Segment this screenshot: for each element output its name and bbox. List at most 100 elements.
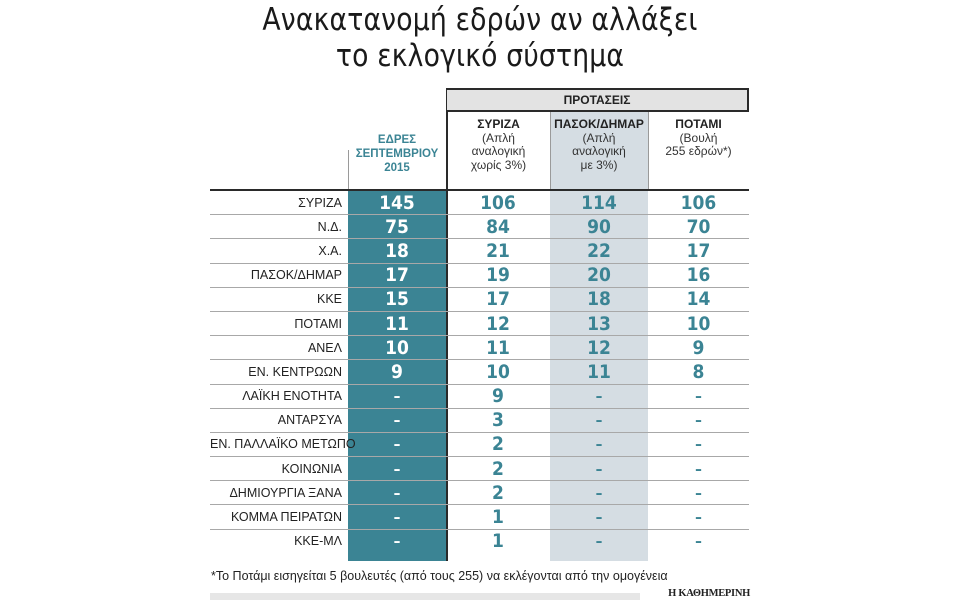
- seats-sept-2015: 15: [385, 288, 409, 311]
- party-name: ΠΑΣΟΚ/ΔΗΜΑΡ: [250, 268, 342, 283]
- seats-sept-2015: 11: [385, 312, 409, 335]
- seats-sept-2015: –: [393, 435, 401, 454]
- column-subtitle: (Απλή: [582, 130, 616, 145]
- party-name: Ν.Δ.: [317, 219, 342, 234]
- party-name: ΛΑΪΚΗ ΕΝΟΤΗΤΑ: [242, 389, 342, 404]
- seats-sept-2015: –: [393, 532, 401, 551]
- party-name: ΕΝ. ΚΕΝΤΡΩΩΝ: [248, 364, 342, 379]
- party-name: ΠΟΤΑΜΙ: [294, 316, 342, 331]
- seats-table: ΣΥΡΙΖΑ 145 106 114 106 Ν.Δ. 75 84 90 70 …: [210, 191, 749, 553]
- seats-pasok-proposal: 22: [587, 239, 611, 262]
- seats-potami-proposal: 16: [686, 264, 711, 287]
- seats-sept-2015: –: [393, 387, 401, 406]
- seats-sept-2015: 9: [391, 360, 403, 383]
- seats-potami-proposal: 70: [686, 215, 711, 238]
- seats-pasok-proposal: –: [595, 387, 603, 406]
- seats-syriza-proposal: 2: [492, 481, 504, 504]
- seats-pasok-proposal: 12: [587, 336, 611, 359]
- seats-pasok-proposal: –: [595, 459, 603, 478]
- seats-potami-proposal: –: [695, 508, 702, 527]
- column-subtitle: (Βουλή: [679, 130, 718, 145]
- column-header-potami: ΠΟΤΑΜΙ (Βουλή 255 εδρών*): [648, 117, 749, 159]
- seats-sept-2015: 75: [385, 215, 409, 238]
- column-divider: [446, 88, 448, 561]
- table-row: ΛΑΪΚΗ ΕΝΟΤΗΤΑ – 9 – –: [210, 385, 749, 409]
- column-name: ΠΑΣΟΚ/ΔΗΜΑΡ: [554, 117, 644, 131]
- seats-potami-proposal: –: [695, 435, 702, 454]
- party-name: Χ.Α.: [318, 243, 342, 258]
- header-divider: [550, 110, 551, 189]
- seats-syriza-proposal: 84: [486, 215, 510, 238]
- seats-pasok-proposal: 90: [587, 215, 611, 238]
- table-row: Χ.Α. 18 21 22 17: [210, 239, 749, 264]
- seats-syriza-proposal: 3: [492, 409, 504, 432]
- seats-syriza-proposal: 9: [492, 385, 504, 408]
- party-name: ΚΟΜΜΑ ΠΕΙΡΑΤΩΝ: [230, 510, 342, 525]
- table-row: ΕΝ. ΠΑΛΛΑΪΚΟ ΜΕΤΩΠΟ – 2 – –: [210, 433, 749, 458]
- seats-header-line: ΣΕΠΤΕΜΒΡΙΟΥ: [355, 148, 439, 160]
- table-row: ΚΟΜΜΑ ΠΕΙΡΑΤΩΝ – 1 – –: [210, 505, 749, 530]
- seats-potami-proposal: 14: [686, 288, 711, 311]
- table-row: ΚΚΕ-ΜΛ – 1 – –: [210, 530, 749, 553]
- table-row: ΚΚΕ 15 17 18 14: [210, 288, 749, 312]
- seats-potami-proposal: –: [695, 411, 702, 430]
- seats-pasok-proposal: –: [595, 411, 603, 430]
- publisher-logo: Η ΚΑΘΗΜΕΡΙΝΗ: [668, 588, 750, 599]
- party-name: ΑΝΤΑΡΣΥΑ: [277, 413, 342, 428]
- column-subtitle: αναλογική: [572, 144, 626, 158]
- header-divider: [348, 150, 349, 189]
- seats-header-line: 2015: [384, 162, 410, 174]
- column-subtitle: 255 εδρών*): [665, 144, 732, 158]
- seats-potami-proposal: –: [695, 459, 702, 478]
- seats-pasok-proposal: –: [595, 532, 603, 551]
- seats-potami-proposal: 106: [680, 191, 717, 214]
- seats-pasok-proposal: –: [595, 435, 603, 454]
- party-name: ΚΚΕ: [316, 292, 342, 307]
- column-subtitle: αναλογική: [471, 144, 526, 158]
- column-subtitle: χωρίς 3%): [470, 157, 527, 172]
- column-name: ΣΥΡΙΖΑ: [477, 117, 520, 131]
- seats-syriza-proposal: 1: [492, 530, 504, 553]
- seats-syriza-proposal: 2: [492, 433, 504, 456]
- seats-header-line: ΕΔΡΕΣ: [377, 134, 417, 146]
- seats-syriza-proposal: 19: [486, 264, 510, 287]
- column-header-pasok-dimar: ΠΑΣΟΚ/ΔΗΜΑΡ (Απλή αναλογική με 3%): [550, 117, 648, 172]
- table-row: ΠΑΣΟΚ/ΔΗΜΑΡ 17 19 20 16: [210, 264, 749, 288]
- seats-syriza-proposal: 12: [486, 312, 510, 335]
- header-divider: [648, 110, 649, 189]
- proposals-header: ΠΡΟΤΑΣΕΙΣ: [447, 88, 749, 112]
- party-name: ΣΥΡΙΖΑ: [298, 195, 342, 210]
- party-name: ΑΝΕΛ: [307, 340, 342, 355]
- seats-pasok-proposal: –: [595, 508, 603, 527]
- table-row: ΕΝ. ΚΕΝΤΡΩΩΝ 9 10 11 8: [210, 360, 749, 385]
- table-row: Ν.Δ. 75 84 90 70: [210, 215, 749, 240]
- table-row: ΑΝΤΑΡΣΥΑ – 3 – –: [210, 409, 749, 433]
- column-subtitle: (Απλή: [482, 130, 515, 145]
- seats-potami-proposal: –: [695, 532, 702, 551]
- table-row: ΑΝΕΛ 10 11 12 9: [210, 336, 749, 361]
- september-2015-column-bg: [348, 189, 446, 561]
- title-line-1: Ανακατανομή εδρών αν αλλάξει: [262, 2, 698, 38]
- seats-pasok-proposal: –: [595, 483, 603, 502]
- seats-pasok-proposal: 13: [587, 312, 611, 335]
- column-name: ΠΟΤΑΜΙ: [675, 117, 722, 131]
- table-row: ΔΗΜΙΟΥΡΓΙΑ ΞΑΝΑ – 2 – –: [210, 481, 749, 506]
- table-top-rule: [210, 189, 749, 191]
- seats-pasok-proposal: 20: [587, 264, 611, 287]
- seats-potami-proposal: 8: [692, 360, 705, 383]
- seats-potami-proposal: –: [695, 387, 702, 406]
- seats-sept-2015: 18: [385, 239, 409, 262]
- party-name: ΕΝ. ΠΑΛΛΑΪΚΟ ΜΕΤΩΠΟ: [210, 437, 356, 452]
- seats-syriza-proposal: 106: [480, 191, 516, 214]
- table-row: ΣΥΡΙΖΑ 145 106 114 106: [210, 191, 749, 216]
- seats-sept-2015: 17: [385, 264, 409, 287]
- title-line-2: το εκλογικό σύστημα: [335, 38, 625, 74]
- seats-potami-proposal: –: [695, 483, 702, 502]
- seats-syriza-proposal: 17: [486, 288, 510, 311]
- party-name: ΔΗΜΙΟΥΡΓΙΑ ΞΑΝΑ: [229, 485, 342, 500]
- table-row: ΠΟΤΑΜΙ 11 12 13 10: [210, 312, 749, 337]
- column-subtitle: με 3%): [580, 157, 618, 172]
- party-name: ΚΚΕ-ΜΛ: [294, 534, 342, 549]
- column-header-syriza: ΣΥΡΙΖΑ (Απλή αναλογική χωρίς 3%): [447, 117, 550, 172]
- seats-sept-2015: –: [393, 459, 401, 478]
